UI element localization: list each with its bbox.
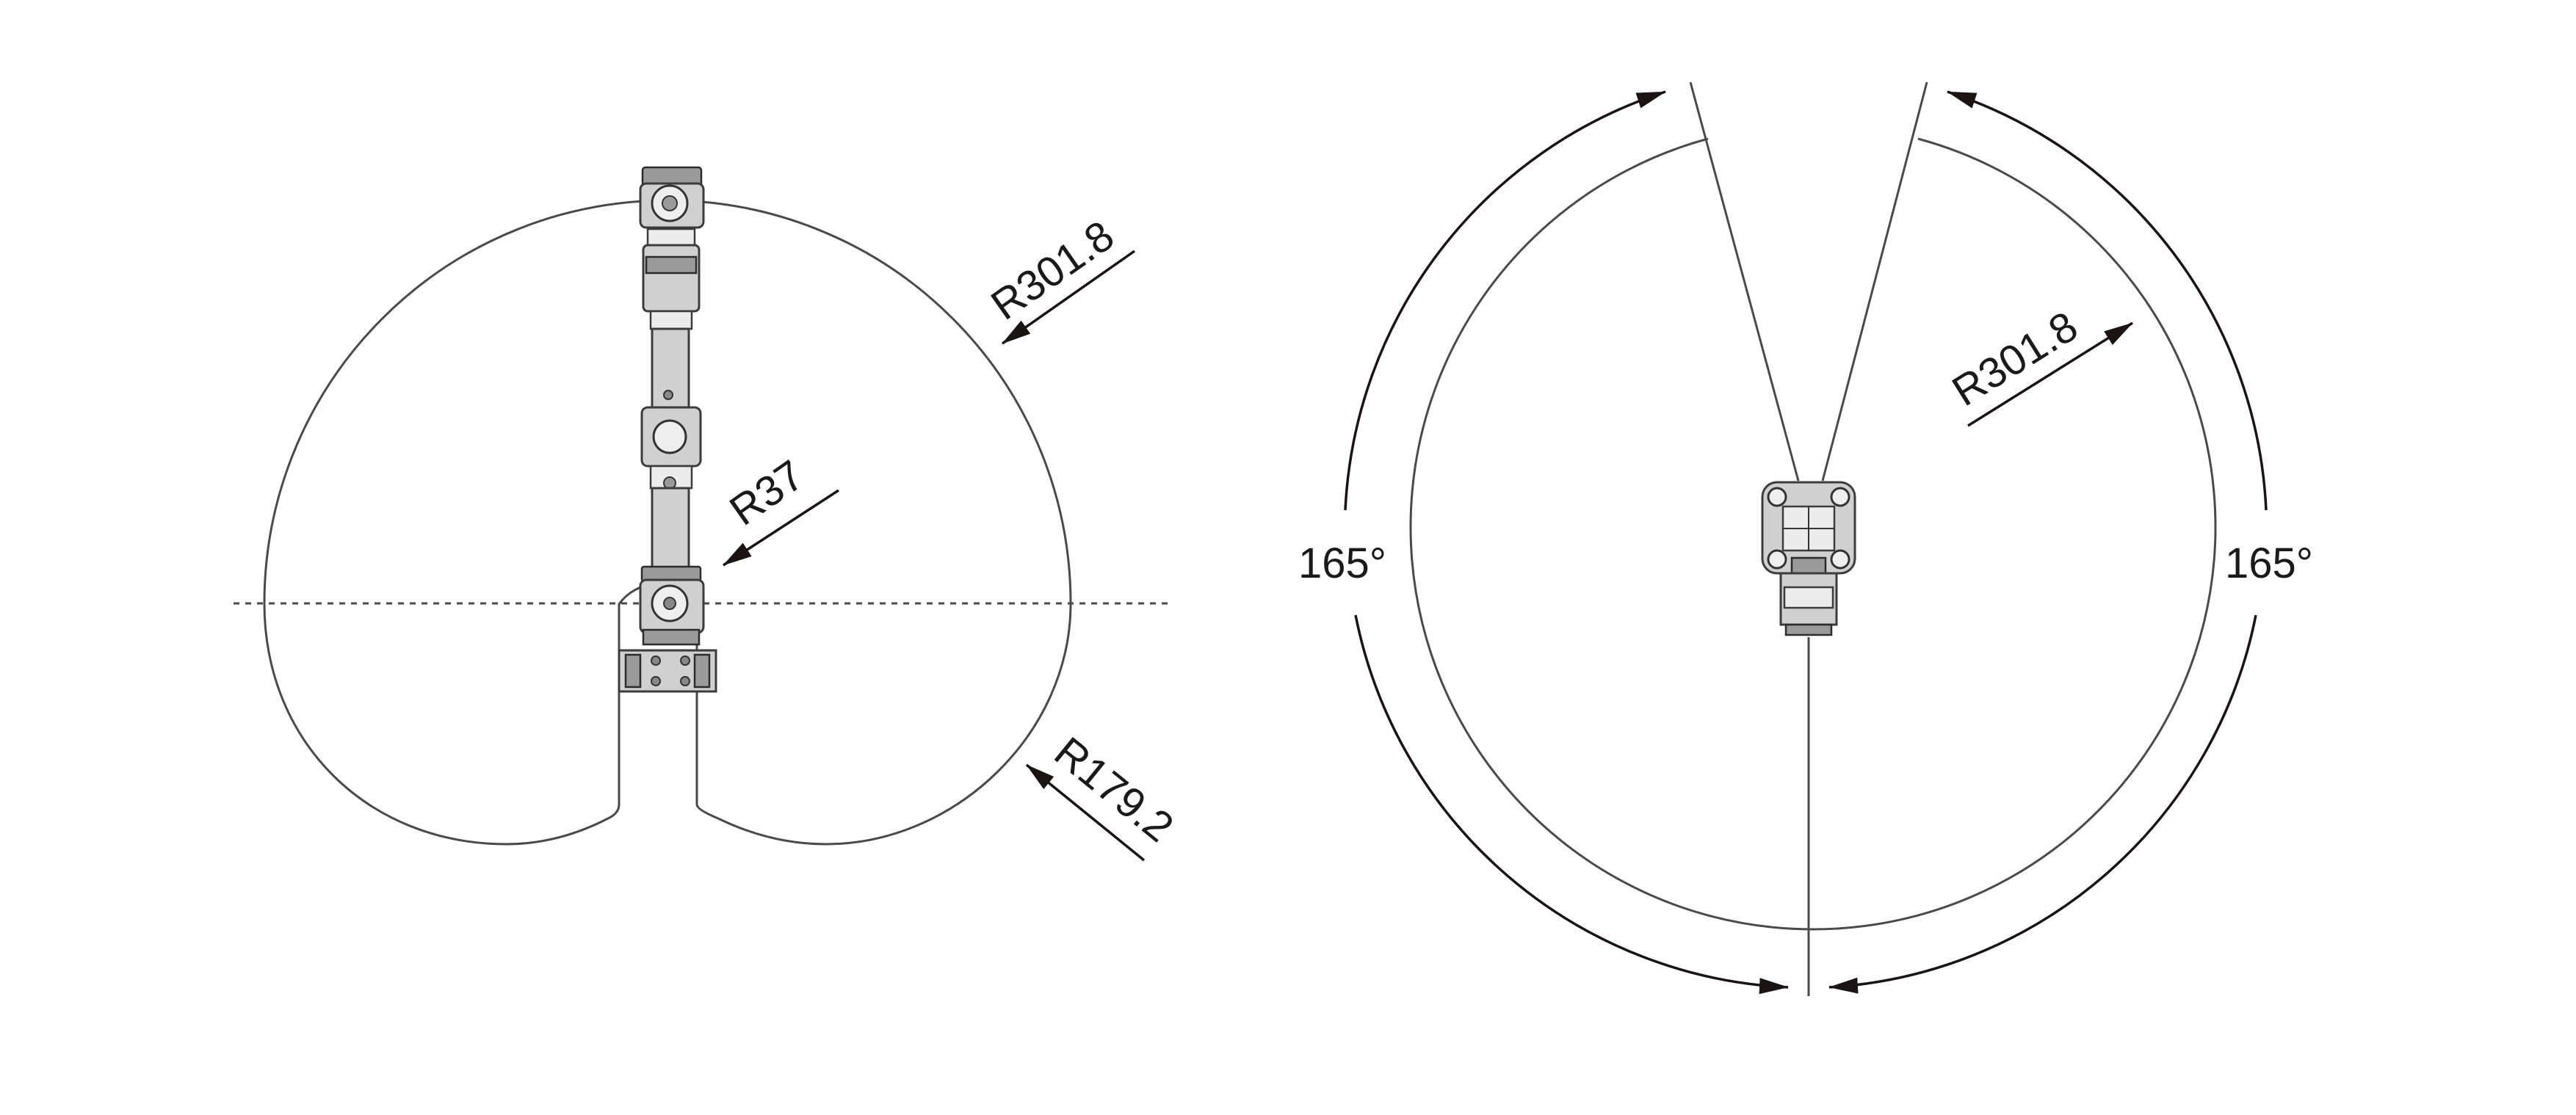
outer-radius-arrow xyxy=(1001,250,1136,345)
left-limit-line xyxy=(1689,81,1800,482)
left-angle-label: 165° xyxy=(1298,540,1386,587)
side-view: R301.8 R37 R179.2 xyxy=(234,166,1182,862)
right-angle-arc-upper xyxy=(1947,90,2268,511)
right-angle-arc-lower xyxy=(1828,614,2257,994)
lower-radius-label: R179.2 xyxy=(1046,728,1182,851)
inner-radius-arrow xyxy=(723,489,839,567)
outer-radius-label: R301.8 xyxy=(983,211,1122,330)
top-radius-label: R301.8 xyxy=(1944,302,2085,415)
lower-radius-arrow xyxy=(1025,763,1146,862)
left-angle-arc-upper xyxy=(1344,90,1666,511)
robot-arm-top xyxy=(1761,481,1856,636)
reach-circle xyxy=(1409,137,2217,931)
reach-envelope xyxy=(263,199,1072,846)
inner-radius-label: R37 xyxy=(721,451,812,534)
right-limit-line xyxy=(1821,81,1928,482)
top-radius-arrow xyxy=(1967,322,2133,427)
left-angle-arc-lower xyxy=(1354,614,1789,995)
top-view: R301.8 165° 165° xyxy=(1298,81,2313,996)
robot-arm-side xyxy=(618,166,717,693)
right-angle-label: 165° xyxy=(2225,540,2313,587)
